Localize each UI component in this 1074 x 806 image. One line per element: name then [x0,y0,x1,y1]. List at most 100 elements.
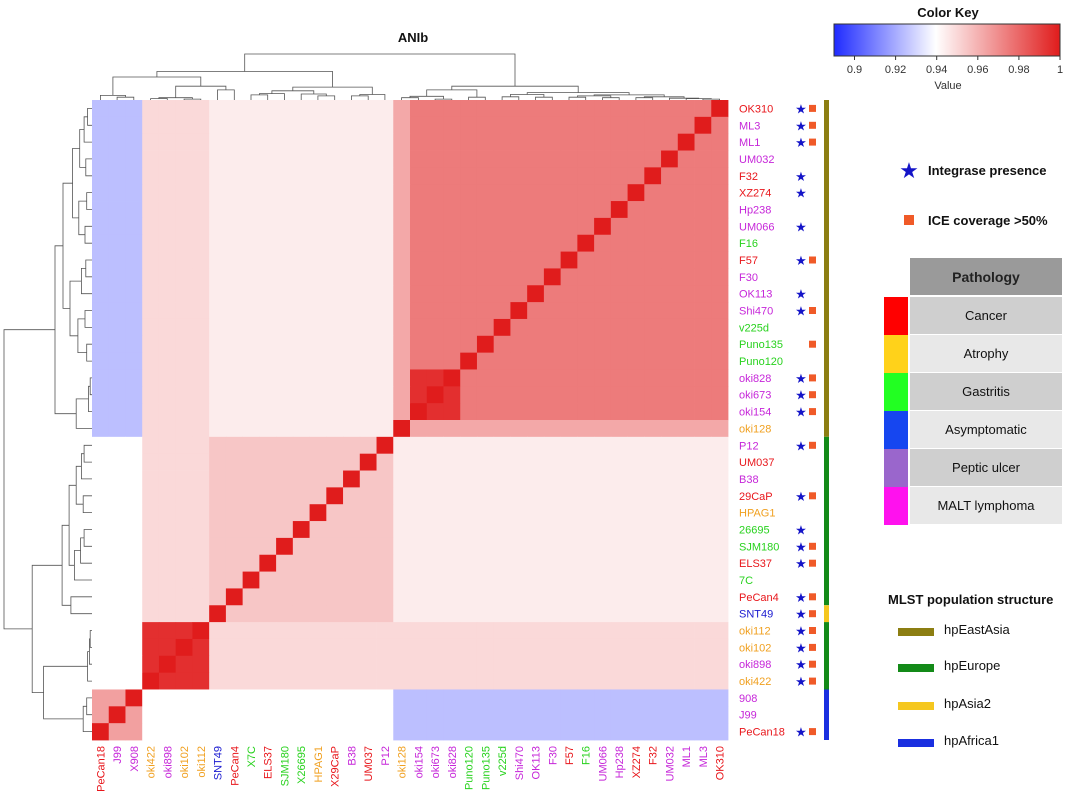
row-dendrogram-branch [62,182,73,309]
heatmap-cell [142,622,160,640]
heatmap-cell [694,622,712,640]
heatmap-cell [209,453,227,471]
heatmap-cell [92,234,110,252]
heatmap-cell [393,150,411,168]
heatmap-cell [92,436,110,455]
heatmap-cell [192,723,210,741]
heatmap-cell [410,302,428,320]
heatmap-cell [426,403,444,421]
heatmap-cell [644,436,662,455]
heatmap-cell [309,167,327,185]
column-label-shi470: Shi470 [514,746,526,780]
heatmap-cell [393,302,411,320]
heatmap-cell [560,706,578,724]
row-label-els37: ELS37 [739,558,772,570]
heatmap-cell [326,655,344,674]
heatmap-cell [192,184,210,202]
integrase-star-els37: ★ [795,556,807,571]
heatmap-cell [393,369,411,387]
heatmap-cell [426,622,444,640]
heatmap-cell [359,318,377,337]
color-key-xlabel: Value [934,80,961,92]
heatmap-cell [225,352,244,370]
heatmap-cell [276,116,294,135]
heatmap-cell [644,638,662,657]
heatmap-cell [476,217,495,236]
heatmap-cell [443,167,461,185]
heatmap-cell [209,487,227,505]
heatmap-cell [192,605,210,623]
heatmap-cell [158,184,177,202]
heatmap-cell [359,302,377,320]
heatmap-cell [259,150,277,168]
column-label-hpag1: HPAG1 [313,746,325,782]
heatmap-cell [711,369,729,387]
heatmap-cell [460,436,478,455]
heatmap-cell [393,571,411,589]
column-dendrogram-branch [602,97,620,100]
heatmap-cell [577,672,595,690]
row-dendrogram-branch [78,200,87,236]
heatmap-cell [426,167,444,185]
heatmap-cell [410,184,428,202]
heatmap-cell [309,184,327,202]
column-dendrogram-branch [317,95,336,100]
column-label-els37: ELS37 [263,746,275,779]
heatmap-cell [158,655,177,674]
heatmap-cell [276,420,294,438]
heatmap-cell [627,655,645,674]
heatmap-cell [594,638,612,657]
heatmap-cell [142,352,160,370]
ice-square-pecan18 [809,728,816,736]
heatmap-cell [192,706,210,724]
heatmap-cell [125,622,143,640]
heatmap-cell [577,655,595,674]
heatmap-cell [142,706,160,724]
ice-square-oki422 [809,677,816,685]
heatmap-cell [309,554,327,572]
heatmap-cell [92,268,110,286]
heatmap-cell [108,436,126,455]
heatmap-cell [711,504,729,522]
ice-square-ml1 [809,138,816,146]
heatmap-cell [443,369,461,387]
row-label-v225d: v225d [739,322,769,334]
heatmap-cell [343,706,361,724]
heatmap-cell [476,352,495,370]
heatmap-cell [476,386,495,404]
population-bar-hpeastasia [824,100,829,437]
heatmap-cell [92,335,110,354]
heatmap-cell [610,403,628,421]
heatmap-cell [610,453,628,471]
row-label-f30: F30 [739,272,758,284]
heatmap-cell [711,436,729,455]
heatmap-cell [711,706,729,724]
heatmap-cell [242,318,260,337]
heatmap-cell [510,268,528,286]
heatmap-cell [309,672,327,690]
heatmap-cell [560,554,578,572]
heatmap-cell [393,420,411,438]
heatmap-cell [711,672,729,690]
column-label-x29cap: X29CaP [330,746,342,787]
heatmap-cell [644,184,662,202]
heatmap-cell [175,352,193,370]
heatmap-cell [443,116,461,135]
heatmap-cell [694,302,712,320]
heatmap-cell [644,150,662,168]
heatmap-cell [125,436,143,455]
heatmap-cell [276,436,294,455]
heatmap-cell [125,335,143,354]
heatmap-cell [711,521,729,539]
heatmap-cell [192,622,210,640]
heatmap-cell [292,403,310,421]
heatmap-cell [711,318,729,337]
heatmap-cell [443,420,461,438]
heatmap-cell [326,251,344,269]
heatmap-cell [175,217,193,236]
heatmap-cell [108,251,126,269]
heatmap-cell [376,318,394,337]
heatmap-cell [443,268,461,286]
heatmap-cell [610,335,628,354]
heatmap-cell [259,706,277,724]
